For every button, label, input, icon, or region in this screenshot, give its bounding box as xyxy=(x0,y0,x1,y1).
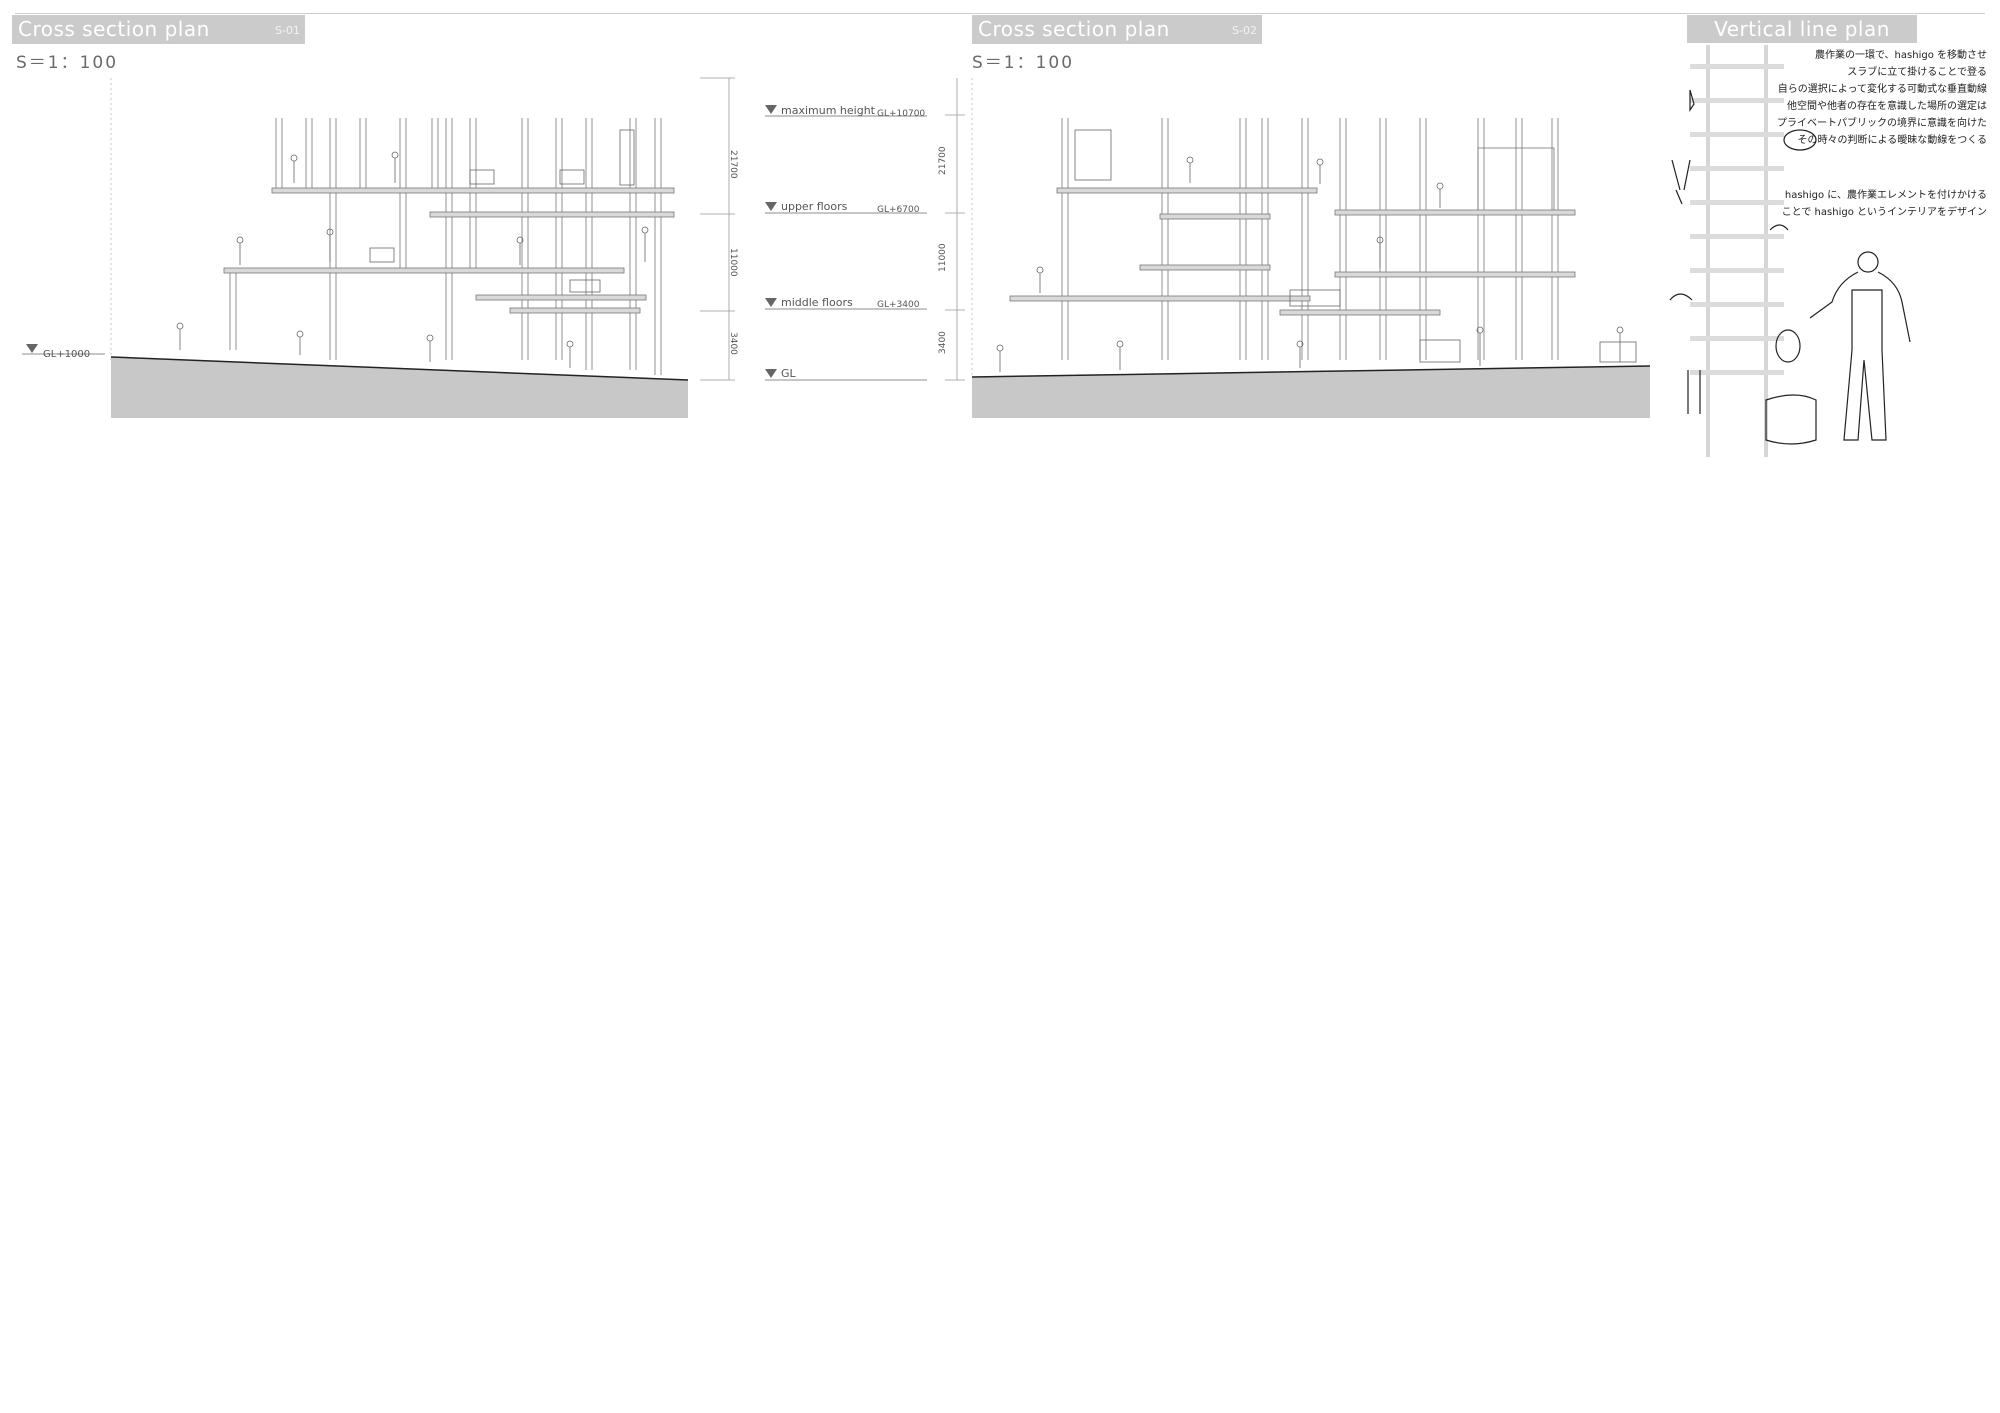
note-line: 他空間や他者の存在を意識した場所の選定は xyxy=(1787,101,1987,112)
hand-tools-icon xyxy=(1687,370,1701,414)
dimension-label: 11000 xyxy=(728,248,738,277)
ground-line xyxy=(110,356,689,381)
section-1-title-bar: Cross section plan S-01 xyxy=(12,15,305,44)
level-value: GL+6700 xyxy=(877,205,920,215)
top-rule xyxy=(15,13,1985,14)
level-label: middle floors xyxy=(781,296,853,309)
ground-mass xyxy=(111,357,688,418)
note-line: 自らの選択によって変化する可動式な垂直動線 xyxy=(1777,84,1987,95)
farm-tool-icons xyxy=(1669,89,1817,445)
note-line: ことで hashigo というインテリアをデザイン xyxy=(1781,207,1987,218)
level-value: GL+3400 xyxy=(877,300,920,310)
section-1-scale: S＝1：100 xyxy=(16,53,119,73)
watering-can-icon xyxy=(1769,224,1789,231)
level-label: maximum height xyxy=(781,104,876,117)
note-line: hashigo に、農作業エレメントを付けかける xyxy=(1784,190,1987,201)
level-label: upper floors xyxy=(781,200,848,213)
note-line: 農作業の一環で、hashigo を移動させ xyxy=(1814,50,1987,61)
level-value: GL+10700 xyxy=(877,109,925,119)
level-triangle-icon xyxy=(765,105,777,114)
section-2-drawing xyxy=(945,78,1651,418)
section-2-code: S-02 xyxy=(1232,24,1257,37)
level-label: GL xyxy=(781,367,797,380)
level-legend xyxy=(765,105,927,381)
level-triangle-icon xyxy=(765,202,777,211)
ground-level-label: GL+1000 xyxy=(43,349,90,360)
section-1-dimension-line xyxy=(700,77,735,381)
columns xyxy=(229,118,662,375)
level-triangle-icon xyxy=(765,369,777,378)
basket-icon xyxy=(1783,129,1817,151)
section-1-title: Cross section plan xyxy=(18,17,210,41)
vertical-plan-notes-2: hashigo に、農作業エレメントを付けかける ことで hashigo という… xyxy=(1782,187,1987,221)
vertical-plan-title: Vertical line plan xyxy=(1714,17,1890,41)
dimension-label: 11000 xyxy=(938,243,948,272)
ground-line xyxy=(971,365,1651,378)
level-triangle-icon xyxy=(765,298,777,307)
shears-icon xyxy=(1671,159,1691,205)
farmer-figure xyxy=(1809,251,1911,441)
section-2-title: Cross section plan xyxy=(978,17,1170,41)
figures xyxy=(996,129,1637,372)
level-triangle-icon xyxy=(26,344,38,353)
floor-slabs xyxy=(1009,187,1576,316)
figures xyxy=(176,129,649,368)
trowel-icon xyxy=(1689,89,1695,112)
floor-slabs xyxy=(223,187,675,314)
section-2-scale: S＝1：100 xyxy=(972,53,1075,73)
note-line: プライベートパブリックの境界に意識を向けた xyxy=(1777,118,1987,129)
sack-icon xyxy=(1765,394,1817,445)
columns xyxy=(1061,118,1559,360)
ground-mass xyxy=(972,366,1650,418)
dimension-label: 3400 xyxy=(728,332,738,355)
section-1-code: S-01 xyxy=(275,24,300,37)
dimension-label: 21700 xyxy=(728,150,738,179)
section-2-title-bar: Cross section plan S-02 xyxy=(972,15,1262,44)
section-1-drawing xyxy=(22,77,735,418)
vertical-plan-notes-1: 農作業の一環で、hashigo を移動させ スラブに立て掛けることで登る 自らの… xyxy=(1777,47,1987,149)
vertical-plan-title-bar: Vertical line plan xyxy=(1687,15,1917,43)
note-line: スラブに立て掛けることで登る xyxy=(1847,67,1987,78)
dimension-label: 3400 xyxy=(938,331,948,354)
sickle-icon xyxy=(1669,293,1693,301)
note-line: その時々の判断による曖昧な動線をつくる xyxy=(1797,135,1988,146)
section-2-dimension-line xyxy=(945,78,965,381)
dimension-label: 21700 xyxy=(938,146,948,175)
hashigo-ladder-drawing xyxy=(1669,45,1911,457)
hose-reel-icon xyxy=(1775,329,1801,363)
